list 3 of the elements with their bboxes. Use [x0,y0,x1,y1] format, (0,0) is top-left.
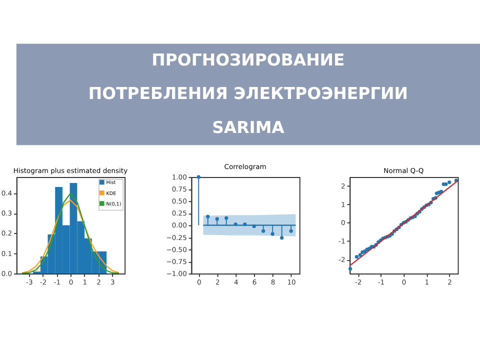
text: SARIMA [212,118,285,138]
text: ПРОГНОЗИРОВАНИЕ [152,50,345,70]
text: ПОТРЕБЛЕНИЯ ЭЛЕКТРОЭНЕРГИИ [88,84,408,104]
